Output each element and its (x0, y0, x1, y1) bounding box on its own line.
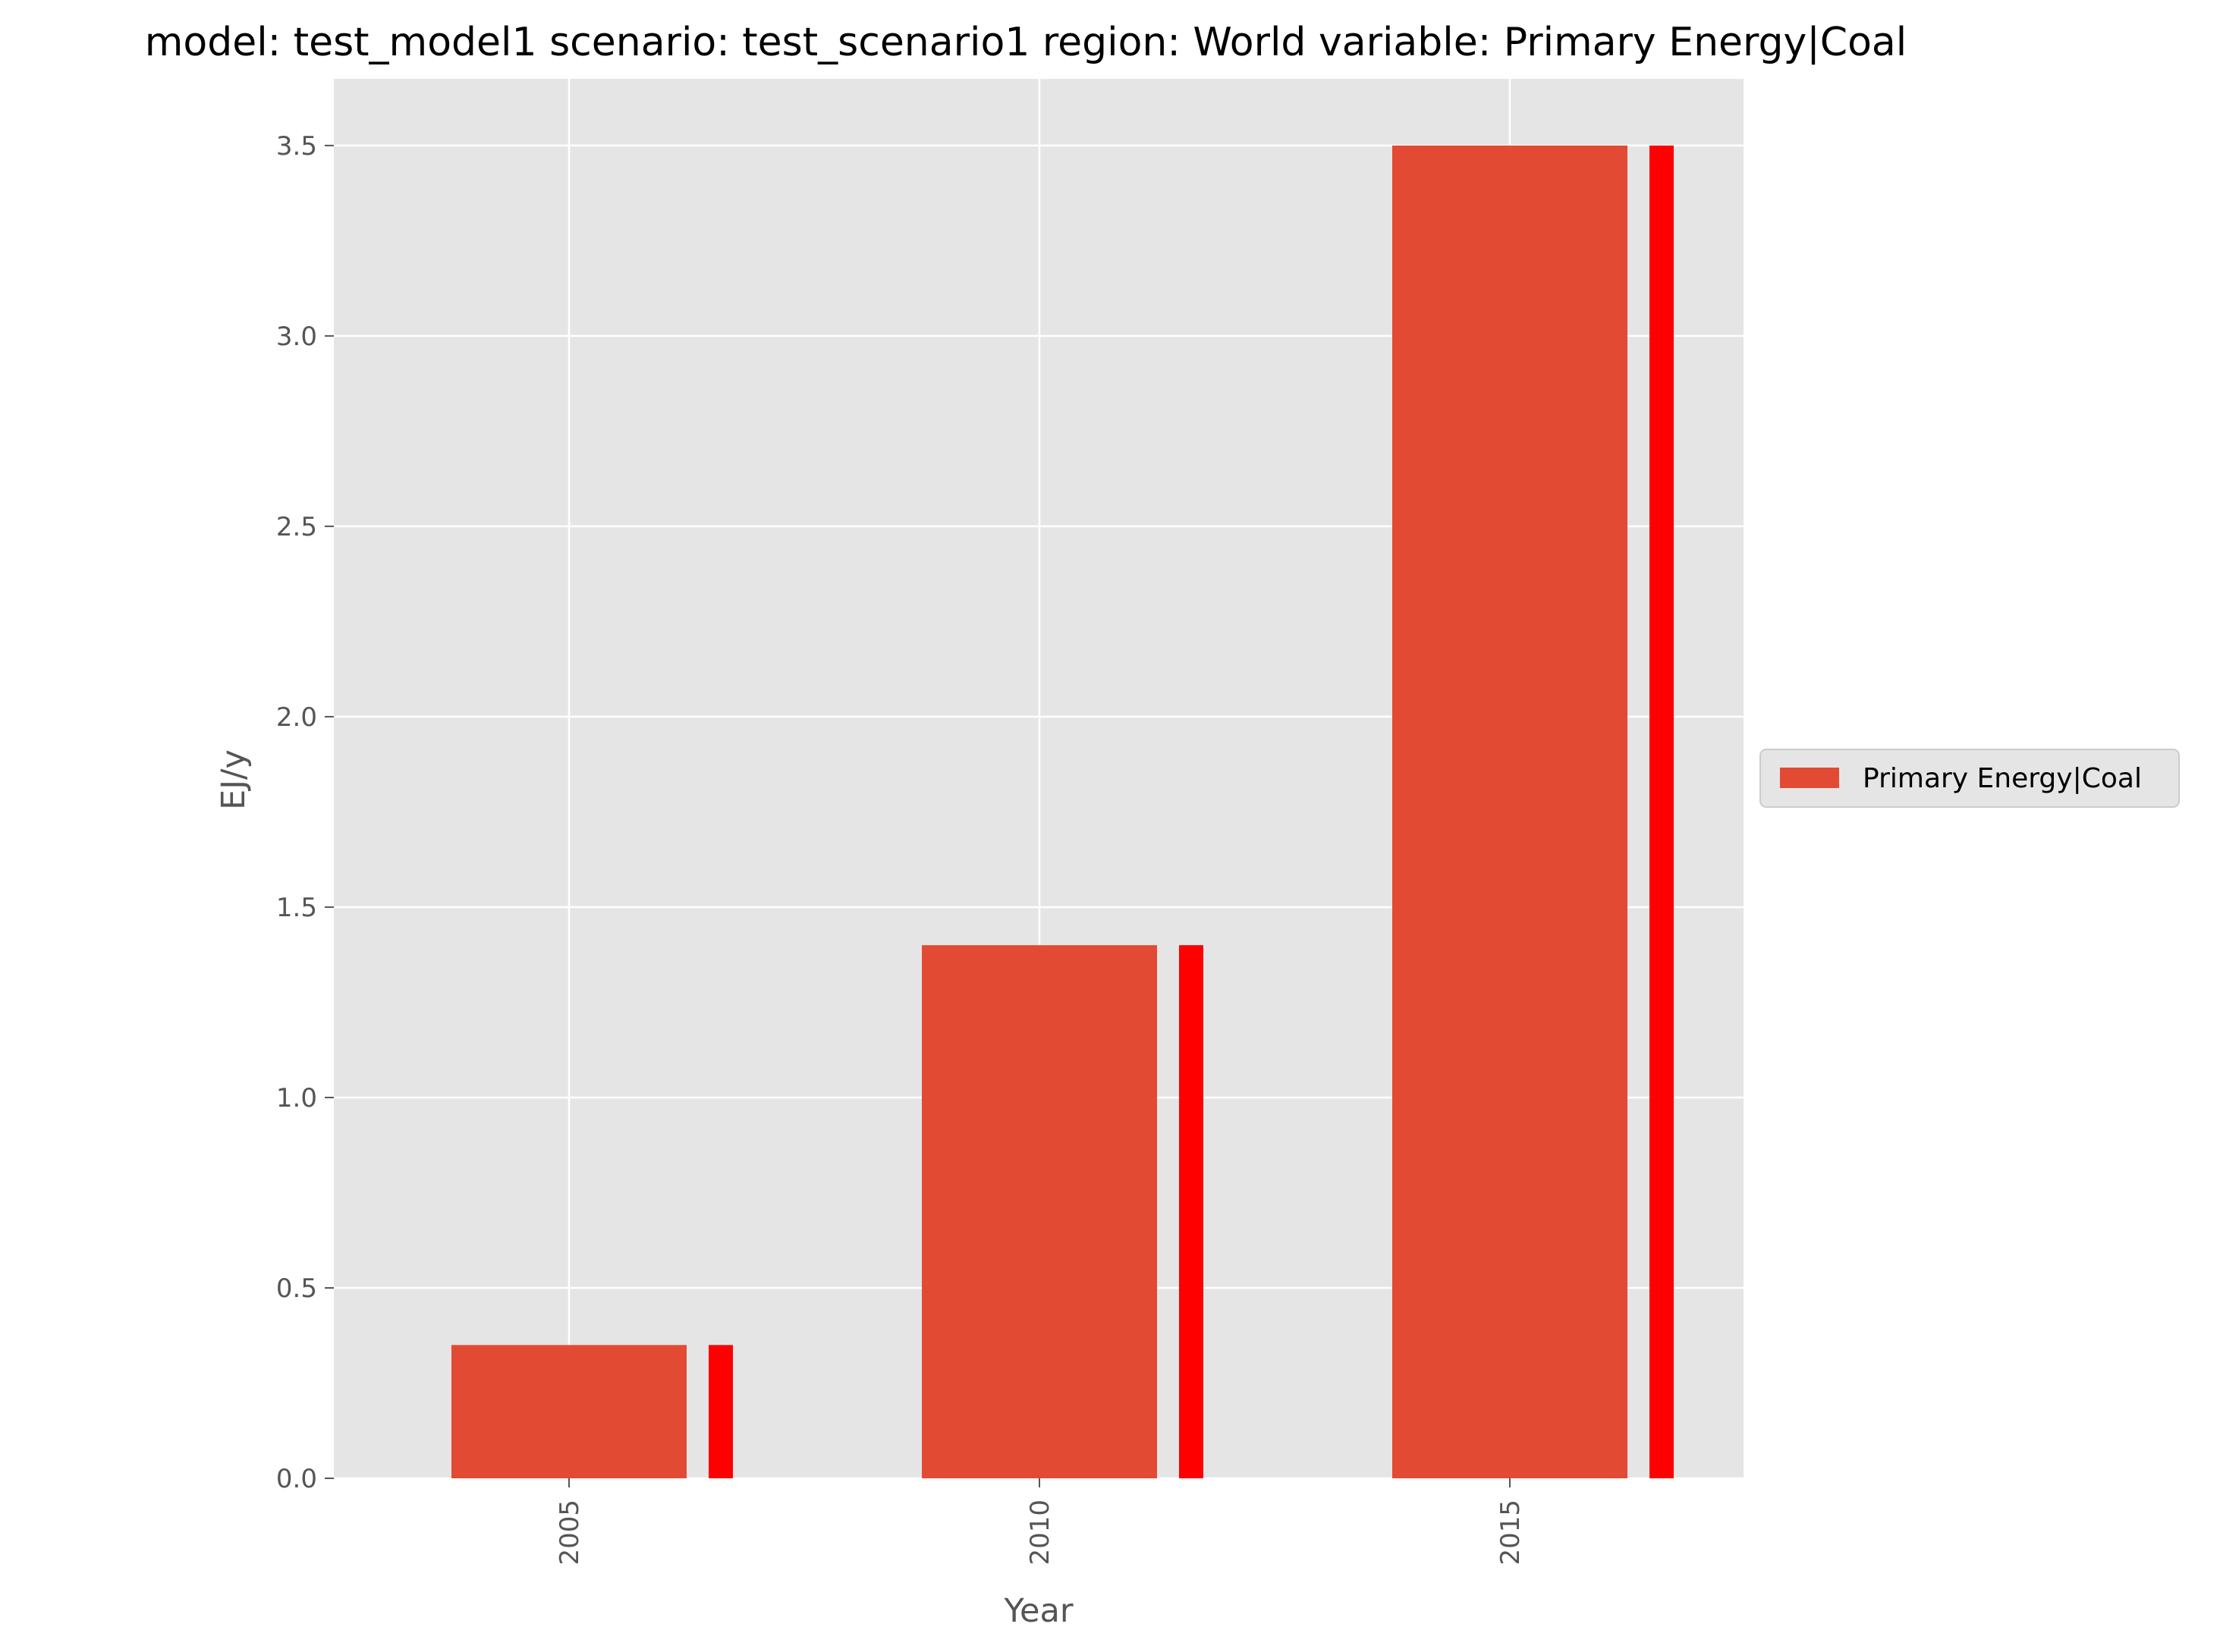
bar-primary-energy-coal (1392, 145, 1627, 1478)
chart-title: model: test_model1 scenario: test_scenar… (145, 20, 1907, 65)
bar-primary-energy-coal (451, 1345, 687, 1478)
y-tick-label: 2.0 (276, 702, 317, 733)
legend-label: Primary Energy|Coal (1863, 763, 2142, 794)
x-axis-label: Year (1003, 1592, 1073, 1630)
y-tick-label: 0.5 (276, 1274, 317, 1304)
y-tick-label: 1.5 (276, 893, 317, 923)
legend: Primary Energy|Coal (1759, 749, 2180, 808)
y-tick-label: 3.0 (276, 322, 317, 352)
x-tick-label: 2005 (555, 1500, 585, 1566)
bar-overlay-red (1179, 945, 1203, 1478)
y-tick-label: 3.5 (276, 131, 317, 162)
y-tick-label: 0.0 (276, 1464, 317, 1494)
y-axis-label: EJ/y (215, 749, 253, 810)
bar-overlay-red (1649, 145, 1674, 1478)
bar-primary-energy-coal (922, 945, 1157, 1478)
y-axis-ticks: 0.0 0.5 1.0 1.5 2.0 2.5 3.0 3.5 (276, 131, 334, 1494)
x-tick-label: 2010 (1025, 1500, 1055, 1566)
bars (451, 145, 1674, 1478)
y-tick-label: 1.0 (276, 1083, 317, 1113)
x-tick-label: 2015 (1495, 1500, 1526, 1566)
legend-swatch (1780, 768, 1839, 788)
legend-box (1759, 749, 2180, 808)
x-axis-ticks: 2005 2010 2015 (555, 1478, 1526, 1566)
y-tick-label: 2.5 (276, 512, 317, 542)
bar-overlay-red (709, 1345, 733, 1478)
